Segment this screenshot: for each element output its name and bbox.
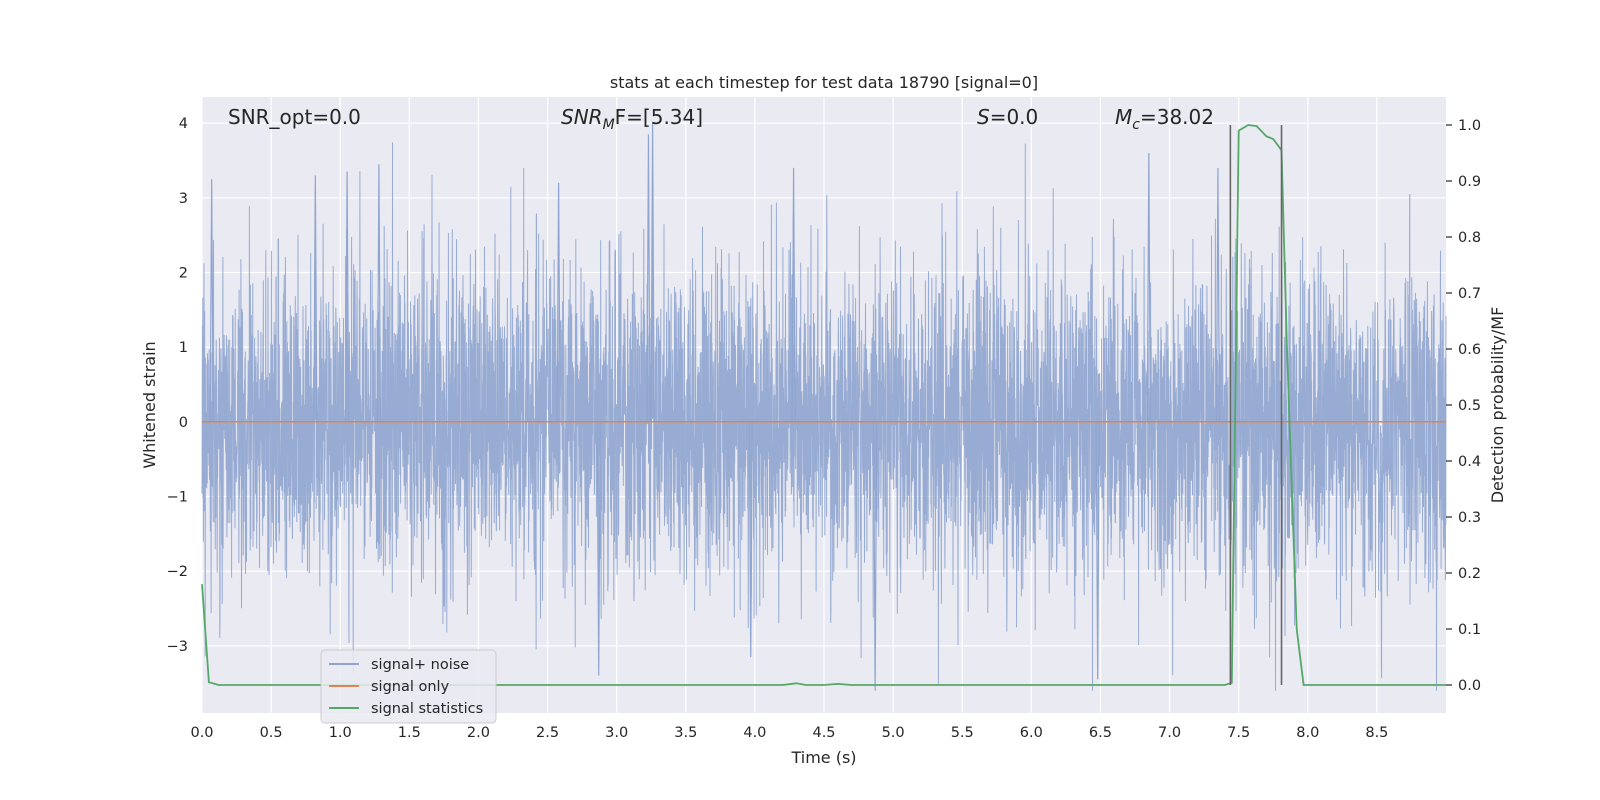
y2-tick-label: 0.7 [1458,286,1481,302]
y2-tick-label: 0.2 [1458,566,1481,582]
y-tick-label: −3 [167,639,188,655]
y2-tick-label: 0.3 [1458,510,1481,526]
x-tick-label: 1.5 [398,725,421,741]
y2-axis-label: Detection probability/MF [1488,307,1507,504]
noise-peak [345,171,350,422]
y-tick-label: −1 [167,489,188,505]
y2-tick-label: 0.8 [1458,230,1481,246]
legend: signal+ noise signal only signal statist… [320,649,497,724]
y2-tick-label: 0.0 [1458,678,1481,694]
chart-title: stats at each timestep for test data 187… [610,73,1038,92]
noise-peak [376,164,382,422]
y-tick-label: −2 [167,564,188,580]
x-tick-label: 0.0 [190,725,213,741]
x-tick-label: 7.5 [1227,725,1250,741]
noise-peak [646,134,651,422]
legend-label-noise: signal+ noise [371,657,469,673]
annotation-mc: Mc=38.02 [1115,105,1214,133]
annotation-s: S=0.0 [977,105,1038,129]
noise-peak [209,179,214,422]
noise-peak [313,175,318,422]
noise-trace [201,142,1447,691]
x-tick-label: 5.0 [882,725,905,741]
series-signal-noise [201,123,1447,691]
y-axis-label: Whitened strain [140,341,159,468]
noise-peak [748,421,753,658]
series-lines [201,124,1446,686]
y2-tick-label: 0.5 [1458,398,1481,414]
x-tick-label: 0.5 [260,725,283,741]
y-tick-label: 4 [179,116,188,132]
x-tick-label: 6.0 [1020,725,1043,741]
legend-label-signal: signal only [371,679,450,695]
noise-peak [1095,421,1100,680]
x-tick-label: 8.5 [1365,725,1388,741]
x-tick-label: 6.5 [1089,725,1112,741]
annotation-snr-opt: SNR_opt=0.0 [228,105,361,129]
x-tick-label: 3.5 [674,725,697,741]
y-axis-ticks: −3 −2 −1 0 1 2 3 4 [167,116,188,655]
x-tick-label: 2.0 [467,725,490,741]
noise-peak [1215,167,1221,422]
legend-label-statistics: signal statistics [371,701,483,717]
x-axis-label: Time (s) [790,748,856,767]
y2-tick-label: 0.6 [1458,342,1481,358]
annotation-snr-mf: SNRMF=[5.34] [561,105,703,133]
noise-peak [791,167,796,422]
x-tick-label: 7.0 [1158,725,1181,741]
y-tick-label: 3 [179,191,188,207]
x-tick-label: 8.0 [1296,725,1319,741]
x-tick-label: 1.0 [329,725,352,741]
x-tick-label: 4.0 [743,725,766,741]
legend-box [320,649,497,724]
y2-tick-label: 0.4 [1458,454,1481,470]
y-tick-label: 2 [179,265,188,281]
x-tick-label: 5.5 [951,725,974,741]
noise-peak [556,182,561,422]
y-tick-label: 0 [179,415,188,431]
y-tick-label: 1 [179,340,188,356]
y2-tick-label: 0.9 [1458,174,1481,190]
x-tick-label: 3.0 [605,725,628,741]
x-axis-ticks: 0.0 0.5 1.0 1.5 2.0 2.5 3.0 3.5 4.0 4.5 5.0 5.5 6.0 6… [190,725,1388,741]
y2-axis-ticks: 0.0 0.1 0.2 0.3 0.4 0.5 0.6 0.7 0.8 0.9 1.0 [1446,118,1481,694]
noise-peak [1146,152,1151,422]
x-tick-label: 2.5 [536,725,559,741]
noise-peak [650,123,655,422]
y2-tick-label: 0.1 [1458,622,1481,638]
series-line-2 [201,124,1446,686]
x-tick-label: 4.5 [812,725,835,741]
y2-tick-label: 1.0 [1458,118,1481,134]
noise-peak [873,421,878,691]
